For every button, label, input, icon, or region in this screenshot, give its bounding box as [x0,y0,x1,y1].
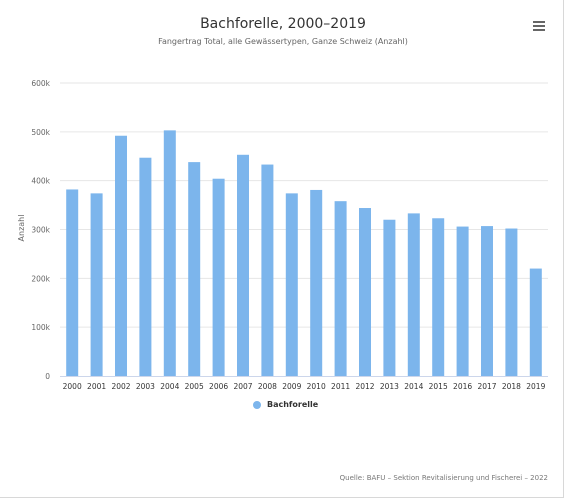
bar-2001[interactable] [90,193,103,376]
y-axis-title: Anzahl [17,215,26,242]
bar-2009[interactable] [285,193,298,376]
bar-2015[interactable] [432,218,445,376]
x-tick-label: 2004 [160,382,179,391]
y-tick-label: 300k [31,226,50,235]
x-tick-label: 2003 [136,382,155,391]
x-tick-label: 2001 [87,382,106,391]
legend-label: Bachforelle [267,400,319,409]
bar-2004[interactable] [163,130,176,376]
y-tick-label: 600k [31,79,50,88]
y-tick-label: 200k [31,274,50,283]
x-tick-label: 2014 [404,382,423,391]
x-tick-label: 2009 [282,382,301,391]
bar-2005[interactable] [188,162,201,376]
x-tick-label: 2008 [258,382,277,391]
x-tick-label: 2016 [453,382,472,391]
chart-title: Bachforelle, 2000–2019 [200,16,366,32]
y-tick-label: 500k [31,128,50,137]
x-tick-label: 2005 [185,382,204,391]
legend-item-bachforelle[interactable]: Bachforelle [253,400,318,409]
y-tick-label: 0 [45,372,50,381]
bar-2006[interactable] [212,178,225,376]
bar-2007[interactable] [237,154,249,376]
x-tick-label: 2007 [233,382,252,391]
x-tick-label: 2002 [111,382,130,391]
bar-2019[interactable] [529,268,542,376]
x-tick-label: 2012 [355,382,374,391]
bar-2011[interactable] [334,201,347,376]
chart-subtitle: Fangertrag Total, alle Gewässertypen, Ga… [158,37,408,46]
y-tick-label: 400k [31,177,50,186]
legend-symbol [253,400,261,409]
x-tick-label: 2019 [526,382,545,391]
x-tick-label: 2017 [477,382,496,391]
bar-2016[interactable] [456,226,469,376]
bar-2000[interactable] [66,189,79,376]
bar-2008[interactable] [261,164,274,376]
bar-2014[interactable] [407,213,420,376]
hamburger-menu-icon[interactable] [532,21,546,33]
bar-2012[interactable] [359,208,371,376]
x-tick-label: 2015 [429,382,448,391]
bar-2010[interactable] [310,189,323,376]
x-tick-label: 2006 [209,382,228,391]
y-tick-label: 100k [31,323,50,332]
bar-2013[interactable] [383,219,396,376]
x-tick-label: 2013 [380,382,399,391]
bar-2017[interactable] [481,226,493,376]
x-tick-label: 2010 [307,382,326,391]
credits-text: Quelle: BAFU – Sektion Revitalisierung u… [339,474,548,482]
bar-2003[interactable] [139,157,152,376]
x-tick-label: 2000 [63,382,82,391]
x-tick-label: 2018 [502,382,521,391]
x-tick-label: 2011 [331,382,350,391]
bar-2002[interactable] [115,135,127,376]
bar-2018[interactable] [505,228,518,376]
